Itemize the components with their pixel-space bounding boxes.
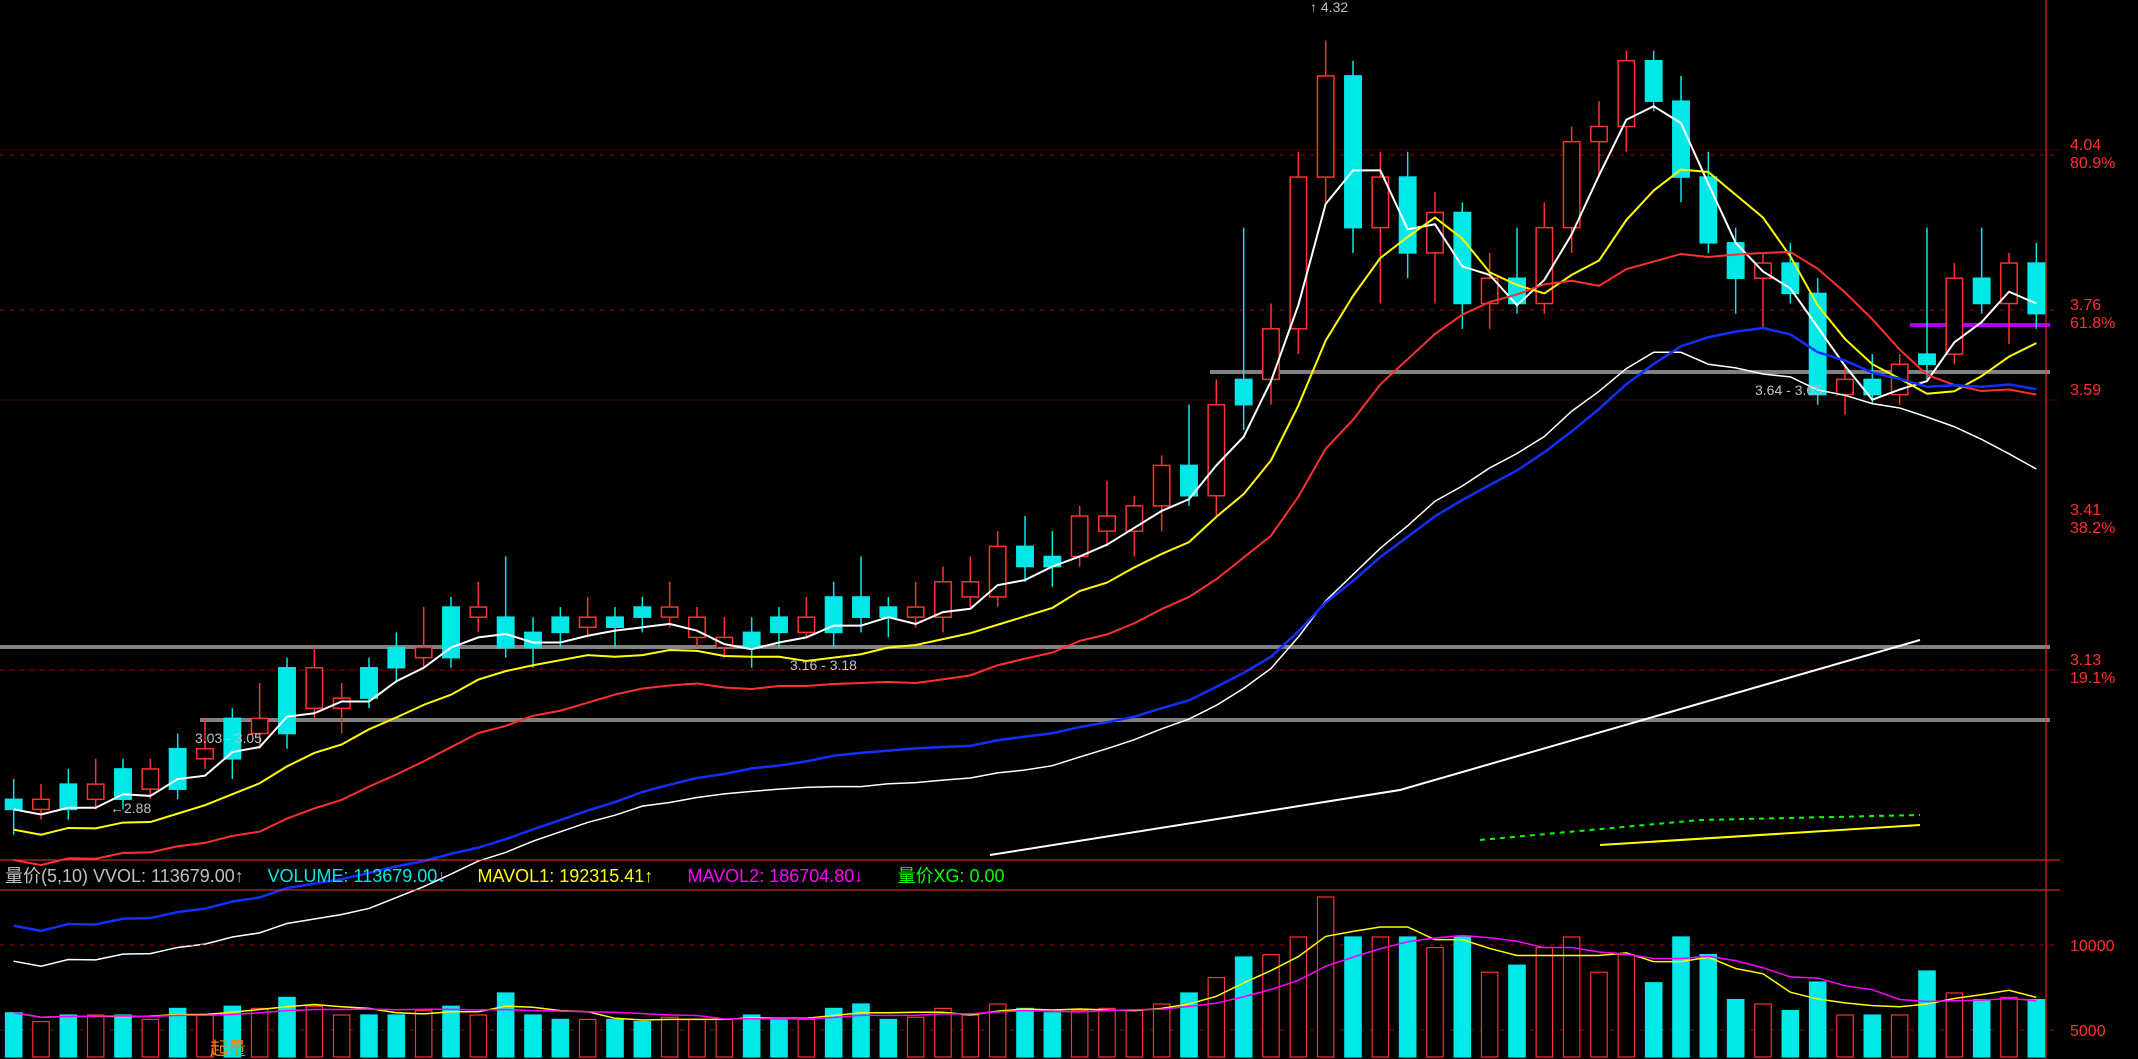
price-axis-label: 3.13 [2070, 652, 2101, 669]
volume-bar [142, 1019, 158, 1057]
volume-bar [1946, 993, 1962, 1057]
volume-bar [1071, 1011, 1087, 1057]
volume-bar [1755, 1004, 1771, 1057]
volume-bar [1673, 937, 1689, 1057]
volume-bar [607, 1019, 623, 1057]
volume-bar [1126, 1011, 1142, 1057]
indicator-segment: 量价XG: 0.00 [898, 866, 1005, 886]
indicator-segment: 量价(5,10) VVOL: 113679.00↑ [5, 866, 244, 886]
volume-bar [1782, 1011, 1798, 1057]
volume-bar [333, 1015, 349, 1057]
volume-bar [525, 1015, 541, 1057]
volume-bar [33, 1022, 49, 1057]
vol-axis-label: 10000 [2070, 938, 2115, 955]
volume-bar [1454, 937, 1470, 1057]
volume-bar [1837, 1015, 1853, 1057]
price-annotation: ←2.88 [110, 800, 151, 816]
price-axis-label: 61.8% [2070, 315, 2115, 332]
volume-bar [1208, 978, 1224, 1057]
volume-bar [1864, 1015, 1880, 1057]
price-annotation: ↑ 4.32 [1310, 0, 1348, 15]
price-axis-label: 3.76 [2070, 297, 2101, 314]
volume-bar [1509, 965, 1525, 1057]
volume-bar [743, 1015, 759, 1057]
volume-bar [470, 1015, 486, 1057]
volume-bar [115, 1015, 131, 1057]
indicator-segment: VOLUME: 113679.00↓ [268, 866, 447, 886]
price-axis-label: 38.2% [2070, 520, 2115, 537]
volume-bar [361, 1015, 377, 1057]
indicator-segment: MAVOL1: 192315.41↑ [478, 866, 654, 886]
volume-bar [415, 1011, 431, 1057]
volume-bar [1645, 983, 1661, 1057]
volume-bar [907, 1017, 923, 1057]
volume-bar [1427, 948, 1443, 1057]
volume-bar [306, 1006, 322, 1057]
volume-bar [661, 1017, 677, 1057]
volume-bar [853, 1004, 869, 1057]
indicator-bar: 量价(5,10) VVOL: 113679.00↑ VOLUME: 113679… [5, 866, 1005, 886]
volume-bar [1099, 1008, 1115, 1057]
volume-bar [771, 1019, 787, 1057]
volume-bar [689, 1019, 705, 1057]
volume-bar [2001, 997, 2017, 1057]
volume-bar [716, 1019, 732, 1057]
volume-bar [579, 1019, 595, 1057]
volume-bar [443, 1006, 459, 1057]
volume-bar [388, 1015, 404, 1057]
indicator-segment: MAVOL2: 186704.80↓ [688, 866, 864, 886]
volume-bar [1536, 948, 1552, 1057]
volume-bar [552, 1019, 568, 1057]
volume-bar [5, 1013, 21, 1057]
volume-bar [1044, 1013, 1060, 1057]
volume-annotation: 起量 [210, 1039, 246, 1059]
volume-bar [1481, 972, 1497, 1057]
price-axis-label: 80.9% [2070, 155, 2115, 172]
price-axis-label: 3.41 [2070, 502, 2101, 519]
price-annotation: 3.64 - 3.65 [1755, 382, 1822, 398]
volume-bar [1591, 972, 1607, 1057]
volume-bar [1891, 1015, 1907, 1057]
volume-bar [880, 1019, 896, 1057]
price-annotation: 3.03 - 3.05 [195, 730, 262, 746]
volume-bar [634, 1022, 650, 1057]
volume-bar [60, 1015, 76, 1057]
volume-bar [1700, 955, 1716, 1057]
volume-bar [1290, 937, 1306, 1057]
volume-bar [1973, 1000, 1989, 1057]
volume-bar [798, 1019, 814, 1057]
volume-bar [1919, 971, 1935, 1057]
volume-bar [1809, 982, 1825, 1057]
volume-bar [2028, 1000, 2044, 1057]
volume-bar [935, 1008, 951, 1057]
volume-bar [87, 1015, 103, 1057]
chart-root: ←2.88 3.03 - 3.05 3.16 - 3.18 3.64 - 3.65 ↑ … [0, 0, 2138, 1059]
volume-bar [1618, 955, 1634, 1057]
volume-bar [962, 1015, 978, 1057]
price-axis-label: 3.59 [2070, 382, 2101, 399]
price-annotation: 3.16 - 3.18 [790, 657, 857, 673]
volume-bar [1399, 937, 1415, 1057]
volume-bar [1235, 957, 1251, 1057]
volume-bar [497, 993, 513, 1057]
price-axis-label: 4.04 [2070, 137, 2101, 154]
volume-bar [251, 1008, 267, 1057]
volume-bar [1153, 1004, 1169, 1057]
volume-bar [1727, 1000, 1743, 1057]
vol-axis-label: 5000 [2070, 1023, 2106, 1040]
volume-bar [1317, 897, 1333, 1057]
volume-bar [1017, 1008, 1033, 1057]
volume-bar [1372, 937, 1388, 1057]
price-axis-label: 19.1% [2070, 670, 2115, 687]
